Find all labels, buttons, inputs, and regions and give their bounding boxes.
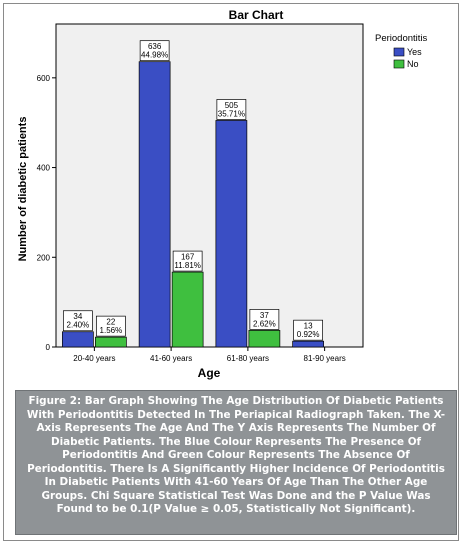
data-label-count: 13	[304, 322, 313, 331]
y-tick-label: 400	[37, 164, 51, 173]
y-tick-label: 600	[37, 74, 51, 83]
plot-area	[55, 23, 364, 348]
legend-label-yes: Yes	[407, 47, 422, 57]
bar-no	[248, 330, 281, 348]
data-label-percent: 35.71%	[218, 109, 245, 118]
x-axis-label: Age	[198, 366, 221, 380]
data-label-count: 34	[73, 312, 82, 321]
data-label-box	[139, 40, 170, 62]
data-label-box	[216, 99, 247, 120]
data-label-percent: 0.92%	[297, 330, 320, 339]
x-tick-label: 81-90 years	[304, 354, 346, 363]
y-axis-label: Number of diabetic patients	[17, 117, 29, 262]
x-tick-label: 61-80 years	[227, 354, 269, 363]
data-label-box	[96, 315, 126, 337]
data-label-percent: 44.98%	[141, 51, 168, 60]
data-label-percent: 11.81%	[174, 261, 201, 270]
bar-yes	[292, 340, 324, 348]
legend-swatch-yes	[393, 47, 405, 57]
bar-yes	[138, 61, 171, 348]
chart-title: Bar Chart	[229, 8, 284, 22]
x-tick-label: 41-60 years	[150, 354, 192, 363]
caption-text: Figure 2: Bar Graph Showing The Age Dist…	[26, 395, 446, 515]
data-label-box	[172, 250, 203, 272]
y-tick-label: 200	[37, 253, 51, 262]
y-axis: 0 200 400 600	[37, 74, 56, 352]
figure-frame: Bar Chart Age Number of diabetic patient…	[3, 3, 459, 541]
data-label-box	[63, 310, 93, 332]
bar-yes	[215, 120, 248, 348]
data-label-count: 22	[106, 318, 115, 327]
bar-chart: Bar Chart Age Number of diabetic patient…	[17, 8, 428, 380]
x-tick-label: 20-40 years	[73, 354, 115, 363]
bar-no	[95, 336, 127, 348]
data-label-percent: 2.40%	[67, 321, 90, 330]
legend-swatch-no	[393, 59, 405, 69]
data-label-count: 636	[148, 42, 162, 51]
data-label-count: 505	[225, 101, 239, 110]
data-label-percent: 2.62%	[253, 319, 276, 328]
legend-title: Periodontitis	[375, 33, 428, 44]
data-label-count: 167	[181, 253, 195, 262]
bar-no	[171, 271, 204, 348]
figure-caption: Figure 2: Bar Graph Showing The Age Dist…	[15, 390, 457, 535]
legend: Periodontitis Yes No	[375, 33, 428, 69]
x-axis: 20-40 years 41-60 years 61-80 years 81-90 y…	[73, 347, 346, 363]
legend-label-no: No	[407, 59, 419, 69]
data-label-box	[293, 319, 323, 341]
data-label-box	[249, 309, 280, 330]
bar-yes	[62, 331, 94, 348]
data-label-percent: 1.56%	[100, 326, 123, 335]
data-label-count: 37	[260, 311, 269, 320]
y-tick-label: 0	[46, 343, 51, 352]
